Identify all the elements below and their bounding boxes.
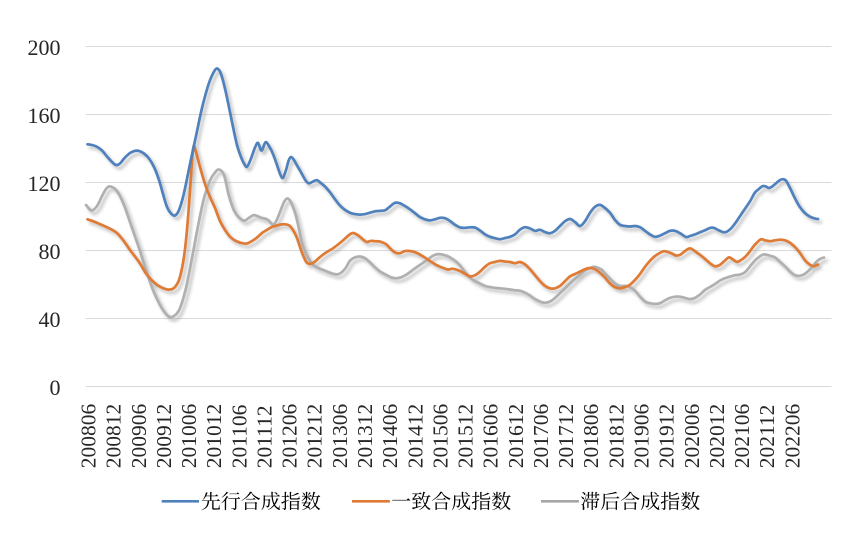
svg-text:201906: 201906 [630,404,654,469]
svg-text:200812: 200812 [102,404,126,469]
svg-text:40: 40 [39,307,61,332]
svg-text:80: 80 [39,239,61,264]
svg-text:200912: 200912 [152,404,176,469]
svg-text:201106: 201106 [227,404,251,468]
svg-text:120: 120 [28,171,61,196]
svg-text:201706: 201706 [529,404,553,469]
svg-text:201512: 201512 [454,404,478,469]
svg-text:201806: 201806 [579,404,603,469]
svg-text:160: 160 [28,103,61,128]
svg-text:201812: 201812 [604,404,628,469]
svg-text:202206: 202206 [780,404,804,469]
svg-text:200906: 200906 [127,404,151,469]
svg-text:202112: 202112 [755,405,779,469]
svg-text:201312: 201312 [353,404,377,469]
svg-text:201506: 201506 [428,404,452,469]
svg-text:201912: 201912 [655,404,679,469]
svg-text:201606: 201606 [479,404,503,469]
svg-text:0: 0 [50,375,61,400]
svg-text:200: 200 [28,35,61,60]
svg-text:201406: 201406 [378,404,402,469]
svg-text:201306: 201306 [328,404,352,469]
svg-text:202106: 202106 [730,404,754,469]
svg-text:202006: 202006 [680,404,704,469]
svg-text:201612: 201612 [504,404,528,469]
svg-text:201112: 201112 [253,405,277,468]
svg-text:201712: 201712 [554,404,578,469]
svg-text:200806: 200806 [77,404,101,469]
svg-text:201012: 201012 [202,404,226,469]
svg-text:201006: 201006 [177,404,201,469]
svg-text:201212: 201212 [303,404,327,469]
svg-text:201412: 201412 [403,404,427,469]
svg-text:201206: 201206 [278,404,302,469]
svg-text:202012: 202012 [705,404,729,469]
